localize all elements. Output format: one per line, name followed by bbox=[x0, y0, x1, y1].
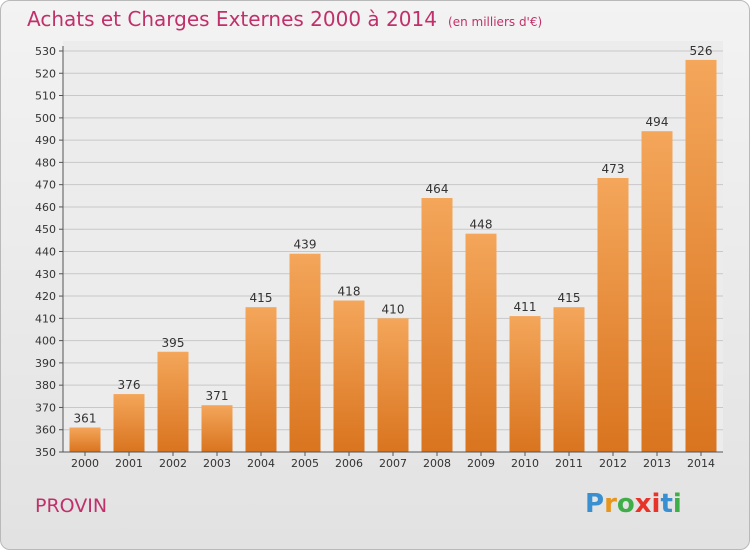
bar-value-label: 494 bbox=[646, 115, 669, 129]
bar bbox=[509, 316, 541, 452]
bar bbox=[69, 427, 101, 452]
y-tick-label: 520 bbox=[35, 67, 56, 80]
bar-value-label: 415 bbox=[250, 291, 273, 305]
y-tick-label: 530 bbox=[35, 45, 56, 58]
bar bbox=[597, 177, 629, 452]
bar bbox=[641, 131, 673, 452]
x-tick-label: 2011 bbox=[555, 457, 583, 470]
bar-value-label: 415 bbox=[558, 291, 581, 305]
x-tick-label: 2012 bbox=[599, 457, 627, 470]
y-tick-label: 460 bbox=[35, 201, 56, 214]
bar bbox=[553, 307, 585, 452]
y-tick-label: 360 bbox=[35, 424, 56, 437]
bar-value-label: 361 bbox=[74, 411, 97, 425]
bar bbox=[113, 394, 145, 452]
x-tick-label: 2008 bbox=[423, 457, 451, 470]
x-tick-label: 2004 bbox=[247, 457, 275, 470]
y-tick-label: 450 bbox=[35, 223, 56, 236]
bar-value-label: 418 bbox=[338, 285, 361, 299]
bar bbox=[157, 351, 189, 452]
bar bbox=[421, 198, 453, 452]
bar bbox=[201, 405, 233, 452]
x-tick-label: 2002 bbox=[159, 457, 187, 470]
x-tick-label: 2013 bbox=[643, 457, 671, 470]
y-tick-label: 430 bbox=[35, 268, 56, 281]
bar-value-label: 439 bbox=[294, 238, 317, 252]
x-tick-label: 2003 bbox=[203, 457, 231, 470]
y-tick-label: 410 bbox=[35, 312, 56, 325]
bar-value-label: 395 bbox=[162, 336, 185, 350]
y-tick-label: 500 bbox=[35, 112, 56, 125]
title-unit: (en milliers d'€) bbox=[448, 15, 543, 29]
x-tick-label: 2006 bbox=[335, 457, 363, 470]
commune-name: PROVIN bbox=[35, 495, 108, 517]
y-tick-label: 400 bbox=[35, 335, 56, 348]
y-tick-label: 420 bbox=[35, 290, 56, 303]
x-tick-label: 2014 bbox=[687, 457, 715, 470]
logo-letter: t bbox=[660, 489, 673, 519]
x-tick-label: 2005 bbox=[291, 457, 319, 470]
title-main: Achats et Charges Externes 2000 à 2014 bbox=[27, 7, 437, 31]
y-tick-label: 370 bbox=[35, 401, 56, 414]
bar bbox=[685, 59, 717, 453]
y-tick-label: 480 bbox=[35, 156, 56, 169]
x-tick-label: 2009 bbox=[467, 457, 495, 470]
bar bbox=[333, 300, 365, 452]
x-tick-label: 2010 bbox=[511, 457, 539, 470]
y-tick-label: 390 bbox=[35, 357, 56, 370]
bar-value-label: 411 bbox=[514, 300, 537, 314]
bar-value-label: 371 bbox=[206, 389, 229, 403]
bar bbox=[465, 233, 497, 452]
logo-letter: r bbox=[604, 489, 617, 519]
x-tick-label: 2007 bbox=[379, 457, 407, 470]
bar bbox=[289, 253, 321, 452]
bar-value-label: 464 bbox=[426, 182, 449, 196]
proxiti-logo: Proxiti bbox=[585, 489, 682, 519]
x-tick-label: 2000 bbox=[71, 457, 99, 470]
logo-letter: i bbox=[672, 489, 682, 519]
bar-value-label: 526 bbox=[690, 44, 713, 58]
y-tick-label: 350 bbox=[35, 446, 56, 459]
bar-value-label: 410 bbox=[382, 302, 405, 316]
bar-value-label: 376 bbox=[118, 378, 141, 392]
y-tick-label: 380 bbox=[35, 379, 56, 392]
y-tick-label: 470 bbox=[35, 179, 56, 192]
logo-letter: x bbox=[634, 489, 652, 519]
y-tick-label: 490 bbox=[35, 134, 56, 147]
logo-letter: o bbox=[616, 489, 635, 519]
bar-value-label: 448 bbox=[470, 218, 493, 232]
y-tick-label: 510 bbox=[35, 90, 56, 103]
y-tick-label: 440 bbox=[35, 246, 56, 259]
logo-letter: i bbox=[651, 489, 661, 519]
x-tick-label: 2001 bbox=[115, 457, 143, 470]
logo-letter: P bbox=[585, 489, 605, 519]
bar bbox=[377, 318, 409, 452]
bar-value-label: 473 bbox=[602, 162, 625, 176]
bar bbox=[245, 307, 277, 452]
chart-title: Achats et Charges Externes 2000 à 2014 (… bbox=[27, 7, 542, 31]
